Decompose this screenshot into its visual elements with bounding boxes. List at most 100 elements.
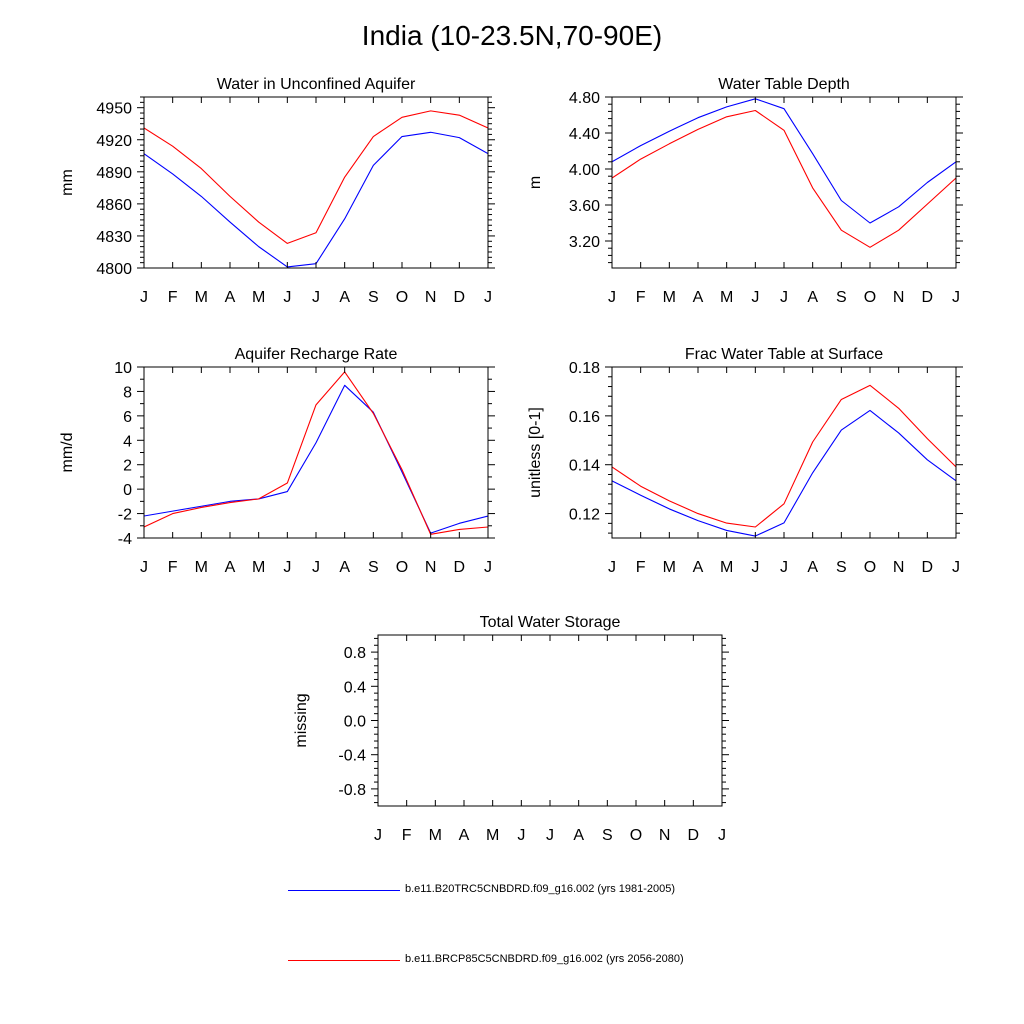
x-tick-label-1: F (168, 559, 178, 576)
y-tick-label-4920: 4920 (96, 133, 132, 150)
x-tick-label-11: D (454, 559, 466, 576)
x-tick-label-0: J (140, 289, 148, 306)
series-group (144, 110, 488, 268)
x-tick-label-5: J (751, 559, 759, 576)
y-tick-label-2: -2 (118, 507, 132, 524)
x-tick-label-6: J (312, 289, 320, 306)
series-line-rcp85 (144, 110, 488, 244)
x-tick-label-10: N (893, 289, 905, 306)
x-tick-label-6: J (780, 289, 788, 306)
figure-title: India (10-23.5N,70-90E) (361, 20, 663, 51)
x-tick-label-2: M (663, 289, 676, 306)
y-tick-label-4-80: 4.80 (569, 90, 600, 107)
y-tick-label-4-40: 4.40 (569, 126, 600, 143)
series-line-historical (144, 384, 488, 534)
series-group (612, 384, 956, 537)
y-tick-label-0: 0 (123, 482, 132, 499)
x-tick-label-9: O (396, 559, 408, 576)
x-tick-label-11: D (454, 289, 466, 306)
legend-line-historical (288, 890, 400, 891)
x-tick-label-3: A (693, 559, 704, 576)
x-tick-label-0: J (374, 827, 382, 844)
y-tick-label-3-20: 3.20 (569, 234, 600, 251)
x-tick-label-10: N (893, 559, 905, 576)
plot-frame (143, 96, 489, 269)
x-tick-label-10: N (659, 827, 671, 844)
x-tick-label-10: N (425, 559, 437, 576)
y-tick-label-0-4: -0.4 (338, 748, 366, 765)
y-tick-label-0-14: 0.14 (569, 458, 600, 475)
x-tick-label-3: A (225, 289, 236, 306)
series-group (144, 371, 488, 535)
y-axis-label: mm/d (59, 433, 76, 473)
x-tick-label-5: J (283, 289, 291, 306)
chart-title: Total Water Storage (480, 614, 621, 631)
x-tick-label-8: S (836, 289, 847, 306)
x-tick-label-3: A (693, 289, 704, 306)
plot-frame (143, 366, 489, 539)
x-tick-label-5: J (283, 559, 291, 576)
series-line-rcp85 (144, 371, 488, 535)
y-tick-label-0-16: 0.16 (569, 409, 600, 426)
chart-title: Water Table Depth (718, 76, 850, 93)
series-line-rcp85 (612, 109, 956, 248)
x-tick-label-12: J (952, 289, 960, 306)
chart-frac-water-table-at-surface: Frac Water Table at Surface unitless [0-1… (527, 346, 963, 576)
x-tick-label-8: S (368, 559, 379, 576)
x-tick-label-7: A (339, 289, 350, 306)
x-tick-label-2: M (429, 827, 442, 844)
x-tick-label-7: A (807, 559, 818, 576)
x-tick-label-4: M (252, 559, 265, 576)
x-tick-label-1: F (636, 559, 646, 576)
series-line-historical (612, 98, 956, 224)
x-tick-label-11: D (922, 289, 934, 306)
x-tick-label-2: M (663, 559, 676, 576)
x-tick-label-2: M (195, 289, 208, 306)
y-tick-label-0-4: 0.4 (344, 679, 366, 696)
x-tick-label-11: D (922, 559, 934, 576)
x-tick-label-6: J (312, 559, 320, 576)
plot-frame (611, 366, 957, 539)
y-axis-label: mm (59, 169, 76, 196)
x-tick-label-6: J (546, 827, 554, 844)
x-tick-label-9: O (864, 289, 876, 306)
x-tick-label-8: S (368, 289, 379, 306)
plot-frame (377, 634, 723, 807)
y-tick-label-0-8: -0.8 (338, 782, 366, 799)
chart-title: Water in Unconfined Aquifer (217, 76, 416, 93)
x-tick-label-12: J (718, 827, 726, 844)
y-tick-label-4860: 4860 (96, 197, 132, 214)
x-tick-label-8: S (602, 827, 613, 844)
y-tick-label-4950: 4950 (96, 101, 132, 118)
y-tick-label-4: 4 (123, 433, 132, 450)
y-axis-label: missing (293, 693, 310, 747)
x-tick-label-0: J (608, 559, 616, 576)
x-tick-label-4: M (720, 559, 733, 576)
y-tick-label-0-18: 0.18 (569, 360, 600, 377)
x-tick-label-3: A (459, 827, 470, 844)
x-tick-label-6: J (780, 559, 788, 576)
y-tick-label-6: 6 (123, 409, 132, 426)
x-tick-label-3: A (225, 559, 236, 576)
legend-line-rcp85 (288, 960, 400, 961)
x-tick-label-1: F (636, 289, 646, 306)
series-line-historical (144, 131, 488, 268)
chart-title: Frac Water Table at Surface (685, 346, 883, 363)
x-tick-label-7: A (807, 289, 818, 306)
x-tick-label-9: O (396, 289, 408, 306)
x-tick-label-8: S (836, 559, 847, 576)
chart-title: Aquifer Recharge Rate (235, 346, 398, 363)
y-tick-label-10: 10 (114, 360, 132, 377)
y-tick-label-0-8: 0.8 (344, 645, 366, 662)
y-axis-label: m (527, 176, 544, 189)
series-line-historical (612, 409, 956, 537)
y-tick-label-2: 2 (123, 458, 132, 475)
x-tick-label-1: F (402, 827, 412, 844)
plot-frame (611, 96, 957, 269)
x-tick-label-4: M (252, 289, 265, 306)
x-tick-label-12: J (484, 559, 492, 576)
x-tick-label-0: J (608, 289, 616, 306)
x-tick-label-7: A (573, 827, 584, 844)
